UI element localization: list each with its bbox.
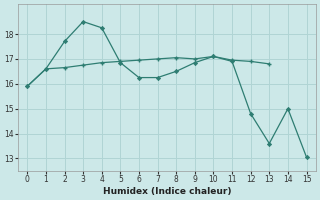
X-axis label: Humidex (Indice chaleur): Humidex (Indice chaleur) <box>103 187 231 196</box>
